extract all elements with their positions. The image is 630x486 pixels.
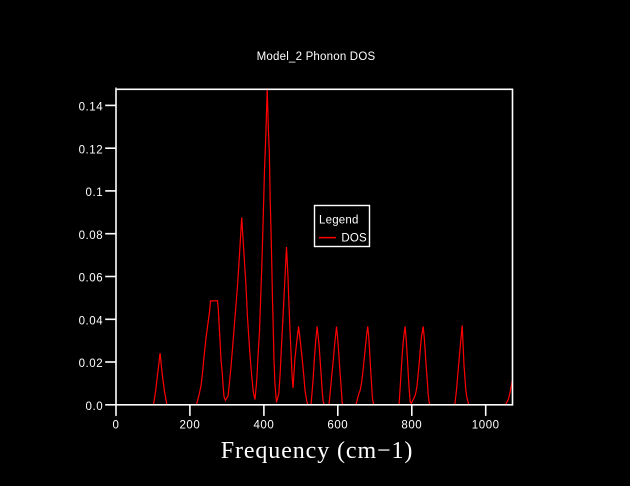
- svg-text:0: 0: [113, 419, 120, 431]
- svg-text:0.14: 0.14: [79, 102, 104, 114]
- svg-text:DOS: DOS: [341, 233, 367, 245]
- svg-text:0.08: 0.08: [79, 230, 104, 242]
- svg-text:Legend: Legend: [319, 215, 359, 227]
- svg-text:Frequency (cm−1): Frequency (cm−1): [221, 438, 414, 464]
- svg-text:0.12: 0.12: [79, 144, 104, 156]
- svg-text:0.02: 0.02: [79, 358, 104, 370]
- svg-text:400: 400: [253, 419, 274, 431]
- svg-text:0.1: 0.1: [86, 187, 104, 199]
- svg-text:0.06: 0.06: [79, 273, 104, 285]
- svg-text:1000: 1000: [472, 419, 500, 431]
- svg-text:0.0: 0.0: [86, 401, 104, 413]
- svg-text:Model_2 Phonon DOS: Model_2 Phonon DOS: [257, 51, 376, 63]
- svg-text:0.04: 0.04: [79, 315, 104, 327]
- svg-text:800: 800: [401, 419, 422, 431]
- svg-text:200: 200: [179, 419, 200, 431]
- svg-text:600: 600: [327, 419, 348, 431]
